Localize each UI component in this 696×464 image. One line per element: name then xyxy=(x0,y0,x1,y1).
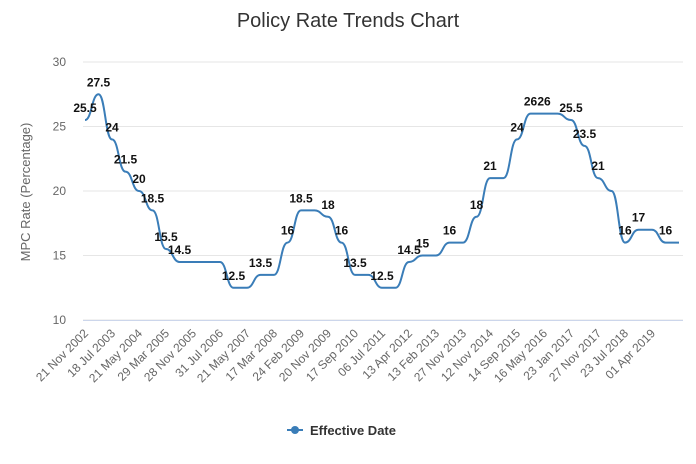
data-label: 21 xyxy=(483,159,497,173)
data-label: 27.5 xyxy=(87,75,111,89)
data-label: 12.5 xyxy=(370,269,394,283)
data-label: 17 xyxy=(632,211,646,225)
data-label: 18 xyxy=(321,198,335,212)
data-label: 14.5 xyxy=(168,243,192,257)
data-label: 16 xyxy=(443,224,457,238)
data-label: 13.5 xyxy=(343,256,367,270)
data-label: 18.5 xyxy=(141,191,165,205)
data-label: 15 xyxy=(416,237,430,251)
legend-label: Effective Date xyxy=(310,423,396,438)
data-label: 21 xyxy=(591,159,605,173)
data-label: 16 xyxy=(659,224,673,238)
data-label: 20 xyxy=(132,172,146,186)
data-label: 13.5 xyxy=(249,256,273,270)
data-label: 25.5 xyxy=(73,101,97,115)
data-label: 14.5 xyxy=(397,243,421,257)
chart-title: Policy Rate Trends Chart xyxy=(237,10,460,32)
y-tick-label: 25 xyxy=(53,120,67,134)
y-tick-label: 30 xyxy=(53,55,67,69)
data-label: 24 xyxy=(510,120,524,134)
data-label: 26 xyxy=(524,95,538,109)
data-label: 16 xyxy=(618,224,632,238)
data-label: 15.5 xyxy=(154,230,178,244)
data-label: 21.5 xyxy=(114,153,138,167)
data-label: 18.5 xyxy=(289,191,313,205)
y-tick-label: 15 xyxy=(53,249,67,263)
data-label: 25.5 xyxy=(559,101,583,115)
data-label: 23.5 xyxy=(573,127,597,141)
data-label: 24 xyxy=(105,120,119,134)
data-label: 16 xyxy=(335,224,349,238)
data-label: 12.5 xyxy=(222,269,246,283)
y-tick-label: 10 xyxy=(53,313,67,327)
y-tick-label: 20 xyxy=(53,184,67,198)
legend-marker xyxy=(291,426,299,434)
data-label: 18 xyxy=(470,198,484,212)
y-axis-title: MPC Rate (Percentage) xyxy=(18,123,33,262)
data-label: 26 xyxy=(537,95,551,109)
data-label: 16 xyxy=(281,224,295,238)
data-line xyxy=(84,93,679,289)
